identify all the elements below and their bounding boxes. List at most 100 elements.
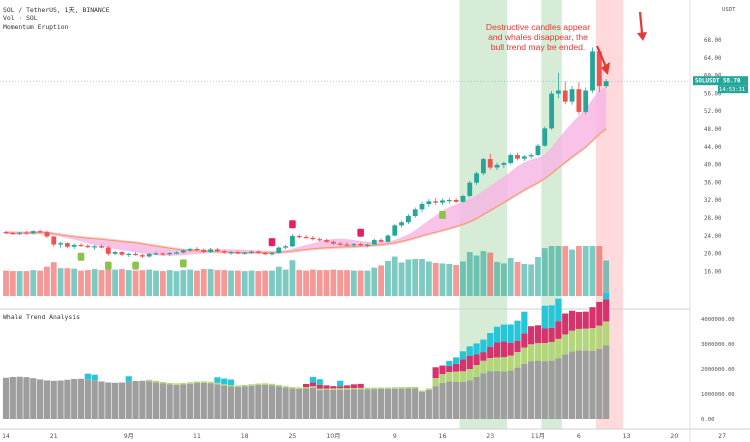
candle-body[interactable] bbox=[453, 200, 459, 202]
candle-body[interactable] bbox=[487, 159, 493, 168]
candle-body[interactable] bbox=[358, 244, 364, 246]
candle-body[interactable] bbox=[501, 163, 507, 165]
candle-body[interactable] bbox=[405, 216, 411, 223]
candle-body[interactable] bbox=[71, 244, 77, 247]
buy-signal-badge[interactable] bbox=[77, 252, 85, 261]
candle-body[interactable] bbox=[17, 232, 23, 234]
candle-body[interactable] bbox=[269, 252, 275, 255]
candle-body[interactable] bbox=[242, 252, 248, 254]
indicator-legend[interactable]: Momentum Eruption bbox=[3, 23, 69, 31]
candle-body[interactable] bbox=[235, 252, 241, 254]
candle-body[interactable] bbox=[146, 253, 152, 257]
candle-body[interactable] bbox=[590, 51, 595, 91]
candle-body[interactable] bbox=[119, 252, 125, 255]
candle-body[interactable] bbox=[290, 236, 295, 247]
candle-body[interactable] bbox=[58, 243, 63, 245]
candle-body[interactable] bbox=[330, 241, 336, 244]
candle-body[interactable] bbox=[337, 243, 343, 245]
candle-body[interactable] bbox=[215, 249, 220, 252]
candle-body[interactable] bbox=[446, 200, 452, 202]
candle-body[interactable] bbox=[474, 173, 479, 183]
candle-body[interactable] bbox=[85, 245, 91, 248]
whale-pane-title[interactable]: Whale Trend Analysis bbox=[3, 313, 80, 321]
candle-body[interactable] bbox=[576, 89, 582, 112]
buy-signal-badge[interactable] bbox=[180, 259, 187, 268]
candle-body[interactable] bbox=[92, 246, 98, 248]
candle-body[interactable] bbox=[412, 209, 418, 217]
candle-body[interactable] bbox=[365, 244, 370, 246]
candle-body[interactable] bbox=[556, 90, 561, 94]
candle-body[interactable] bbox=[528, 155, 534, 157]
sell-signal-badge[interactable] bbox=[289, 220, 296, 229]
candle-body[interactable] bbox=[201, 249, 207, 253]
candle-body[interactable] bbox=[344, 244, 350, 246]
candle-body[interactable] bbox=[180, 250, 186, 253]
candle-body[interactable] bbox=[460, 195, 466, 202]
candle-body[interactable] bbox=[419, 204, 425, 210]
candle-body[interactable] bbox=[440, 200, 445, 203]
candle-body[interactable] bbox=[515, 155, 520, 159]
candle-body[interactable] bbox=[37, 231, 43, 233]
candle-body[interactable] bbox=[283, 246, 289, 248]
candle-body[interactable] bbox=[371, 240, 377, 245]
buy-signal-badge[interactable] bbox=[132, 261, 139, 270]
candle-body[interactable] bbox=[467, 182, 473, 196]
price-tag-bg[interactable] bbox=[693, 76, 748, 86]
buy-signal-badge[interactable] bbox=[105, 261, 112, 270]
candle-body[interactable] bbox=[194, 248, 200, 251]
candle-body[interactable] bbox=[542, 128, 548, 146]
candle-body[interactable] bbox=[426, 201, 432, 205]
candle-body[interactable] bbox=[160, 253, 166, 255]
candle-body[interactable] bbox=[535, 145, 541, 156]
candle-body[interactable] bbox=[276, 247, 282, 253]
candle-body[interactable] bbox=[30, 231, 36, 234]
candle-body[interactable] bbox=[317, 239, 323, 241]
candle-body[interactable] bbox=[569, 89, 575, 102]
candle-body[interactable] bbox=[392, 225, 398, 236]
candle-body[interactable] bbox=[44, 232, 50, 237]
candle-body[interactable] bbox=[112, 252, 118, 254]
candle-body[interactable] bbox=[126, 253, 132, 256]
candle-body[interactable] bbox=[310, 237, 316, 240]
candle-body[interactable] bbox=[24, 232, 29, 234]
candle-body[interactable] bbox=[549, 93, 554, 129]
sell-signal-badge[interactable] bbox=[357, 228, 364, 237]
candle-body[interactable] bbox=[296, 236, 302, 238]
candle-body[interactable] bbox=[3, 232, 9, 234]
symbol-legend[interactable]: SOL / TetherUS, 1天, BINANCE bbox=[3, 6, 110, 14]
candle-body[interactable] bbox=[385, 235, 391, 242]
candle-body[interactable] bbox=[494, 164, 500, 168]
candle-body[interactable] bbox=[324, 240, 329, 242]
candle-body[interactable] bbox=[603, 81, 609, 87]
candle-body[interactable] bbox=[174, 252, 179, 254]
candle-body[interactable] bbox=[51, 236, 57, 245]
buy-signal-badge[interactable] bbox=[439, 210, 446, 219]
candle-body[interactable] bbox=[64, 243, 70, 247]
candle-body[interactable] bbox=[221, 251, 227, 253]
candle-body[interactable] bbox=[105, 247, 111, 254]
candle-body[interactable] bbox=[78, 244, 84, 247]
candle-body[interactable] bbox=[303, 236, 309, 239]
sell-signal-badge[interactable] bbox=[268, 238, 276, 247]
candle-body[interactable] bbox=[133, 253, 138, 256]
candle-body[interactable] bbox=[228, 252, 234, 254]
candle-body[interactable] bbox=[508, 155, 514, 164]
candle-body[interactable] bbox=[262, 252, 268, 255]
candle-body[interactable] bbox=[249, 251, 254, 253]
candle-body[interactable] bbox=[99, 246, 104, 248]
candle-body[interactable] bbox=[433, 201, 439, 203]
candle-body[interactable] bbox=[140, 255, 145, 257]
candle-body[interactable] bbox=[596, 51, 602, 87]
candle-body[interactable] bbox=[562, 90, 568, 102]
candle-body[interactable] bbox=[583, 90, 589, 112]
candle-body[interactable] bbox=[208, 249, 213, 253]
candle-body[interactable] bbox=[351, 244, 357, 246]
candle-body[interactable] bbox=[399, 222, 404, 226]
candle-body[interactable] bbox=[10, 232, 16, 235]
candle-body[interactable] bbox=[481, 159, 486, 174]
candle-body[interactable] bbox=[378, 240, 384, 242]
candle-body[interactable] bbox=[167, 252, 173, 255]
candle-body[interactable] bbox=[153, 253, 159, 255]
candle-body[interactable] bbox=[521, 156, 527, 159]
